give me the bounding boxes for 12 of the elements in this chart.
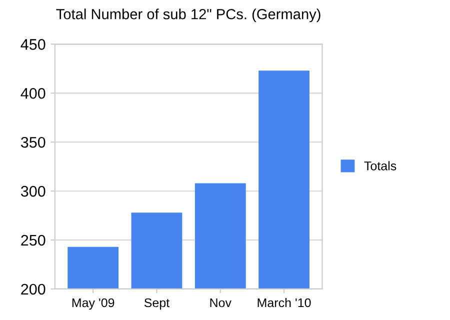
y-tick-label: 250 bbox=[21, 234, 46, 246]
x-tick-label: Sept bbox=[144, 298, 170, 310]
y-tick-label: 350 bbox=[20, 136, 46, 148]
y-tick-label: 200 bbox=[21, 284, 46, 295]
y-tick-label: 300 bbox=[20, 186, 46, 197]
x-tick-label: Nov bbox=[210, 298, 232, 308]
x-tick-label: March '10 bbox=[258, 298, 311, 308]
y-tick-label: 450 bbox=[20, 39, 46, 50]
x-tick-label: May '09 bbox=[72, 298, 114, 310]
legend-label: Totals bbox=[364, 161, 396, 170]
y-tick-label: 400 bbox=[20, 88, 46, 99]
chart-title: Total Number of sub 12" PCs. (Germany) bbox=[56, 8, 320, 22]
